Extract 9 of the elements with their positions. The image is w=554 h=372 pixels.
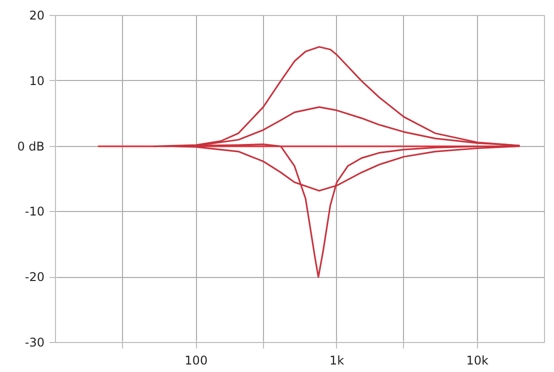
y-tick-label: -30	[24, 336, 45, 350]
x-tick-label: 100	[184, 354, 208, 368]
y-tick-label: 0 dB	[17, 139, 45, 154]
y-tick-label: -10	[24, 204, 45, 219]
y-tick-label: 20	[29, 8, 45, 22]
y-tick-label: -20	[24, 270, 45, 284]
y-tick-label: 10	[29, 74, 45, 88]
x-tick-label: 10k	[466, 354, 489, 368]
x-tick-label: 1k	[329, 354, 344, 368]
